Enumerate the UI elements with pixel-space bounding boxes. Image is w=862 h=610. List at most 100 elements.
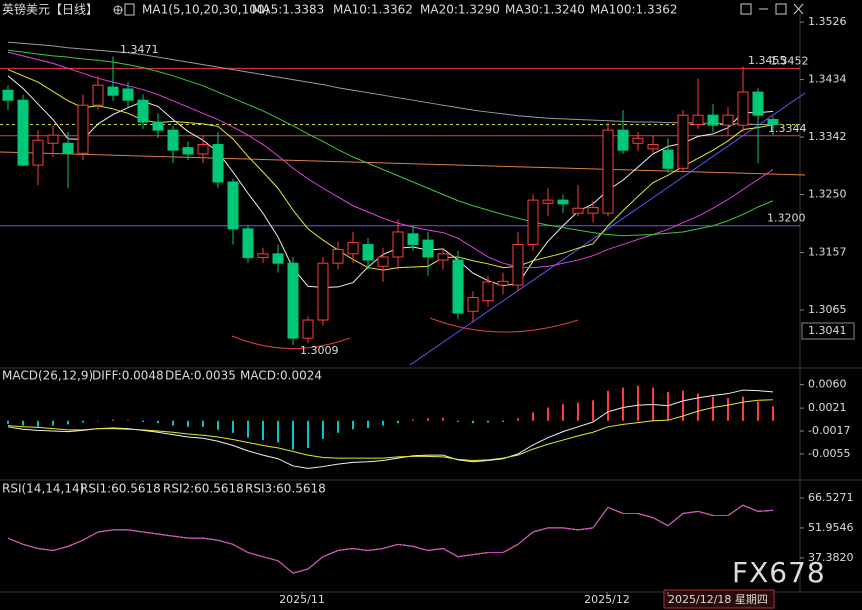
level-label: 1.3200 (767, 212, 806, 225)
macd-bar (97, 420, 99, 422)
legend-entry: MA20:1.3290 (420, 3, 500, 17)
candle-body (407, 233, 419, 245)
candle-body (332, 248, 344, 264)
ma-line (7, 41, 773, 126)
trend-line (0, 151, 806, 176)
y-tick-label: 1.3157 (808, 246, 847, 259)
macd-bar (517, 418, 519, 421)
macd-bar (757, 401, 759, 421)
candle-body (647, 144, 659, 150)
macd-bar (142, 420, 144, 422)
macd-line (7, 399, 774, 462)
cursor-label: 1.3041 (808, 324, 847, 337)
macd-bar (487, 420, 489, 423)
candle-body (167, 129, 179, 151)
x-tick-label: 2025/11 (279, 593, 325, 606)
y-tick-label: 0.0021 (808, 401, 847, 414)
macd-bar (232, 420, 234, 433)
macd-bar (562, 403, 564, 421)
indicator-icon[interactable] (124, 3, 135, 16)
candle-body (62, 142, 74, 154)
y-tick-label: 0.0060 (808, 378, 847, 391)
legend-entry: MA10:1.3362 (333, 3, 413, 17)
candle-body (152, 121, 164, 131)
macd-bar (607, 390, 609, 421)
candle-body (677, 114, 689, 169)
candle-body (122, 88, 134, 101)
arc-mark (231, 335, 351, 349)
cursor-box (801, 322, 855, 340)
candle-body (182, 147, 194, 155)
candle-body (137, 99, 149, 123)
macd-bar (277, 420, 279, 443)
legend-entry: DIFF:0.0048 (92, 369, 164, 383)
macd-bar (442, 417, 444, 421)
legend-entry: RSI1:60.5618 (80, 482, 161, 496)
y-tick-label: -0.0055 (808, 447, 850, 460)
macd-bar (322, 420, 324, 439)
maximize-button[interactable] (775, 3, 787, 15)
macd-bar (127, 420, 129, 421)
candle-body (602, 129, 614, 214)
watermark: FX678 (732, 556, 826, 589)
macd-bar (157, 420, 159, 424)
legend-entry: DEA:0.0035 (165, 369, 236, 383)
candle-body (32, 139, 44, 166)
candle-body (722, 114, 734, 126)
macd-bar (592, 400, 594, 421)
candle-body (527, 199, 539, 245)
candle-body (47, 134, 59, 144)
macd-bar (742, 396, 744, 421)
y-tick-label: 1.3434 (808, 73, 847, 86)
level-label: 1.3452 (770, 54, 809, 67)
candle-body (347, 242, 359, 255)
candle-body (572, 207, 584, 214)
settings-button[interactable] (740, 3, 752, 15)
macd-bar (352, 420, 354, 430)
legend-entry: MA100:1.3362 (590, 3, 678, 17)
macd-bar (172, 420, 174, 426)
window-controls (740, 3, 804, 15)
ma-line (7, 49, 774, 237)
legend-entry: RSI3:60.5618 (245, 482, 326, 496)
y-tick-label: 37.3820 (808, 551, 854, 564)
candle-body (767, 119, 779, 126)
candle-body (392, 231, 404, 258)
legend-entry: MACD:0.0024 (240, 369, 322, 383)
x-tick-label: 2025/12/18 星期四 (668, 593, 768, 606)
candle-body (257, 253, 269, 259)
y-tick-label: 1.3526 (808, 15, 847, 28)
macd-bar (67, 420, 69, 425)
ma-line (7, 51, 774, 269)
candle-body (587, 207, 599, 214)
candle-body (92, 84, 104, 106)
candle-body (287, 262, 299, 339)
macd-bar (727, 397, 729, 421)
annotation: 1.3455 (748, 54, 787, 67)
candle-body (542, 199, 554, 204)
macd-bar (532, 412, 534, 421)
macd-bar (202, 420, 204, 427)
y-tick-label: 1.3250 (808, 187, 847, 200)
candle-body (557, 199, 569, 205)
macd-bar (22, 420, 24, 426)
y-tick-label: 1.3342 (808, 130, 847, 143)
macd-bar (337, 420, 339, 433)
annotation: 1.3009 (300, 344, 339, 357)
macd-bar (382, 420, 384, 426)
y-tick-label: 1.3065 (808, 303, 847, 316)
macd-bar (217, 420, 219, 430)
cursor-date-box (663, 589, 775, 609)
candle-body (437, 253, 449, 261)
ma-line (7, 75, 774, 289)
macd-bar (82, 420, 84, 423)
candle-body (77, 104, 89, 154)
candle-body (242, 228, 254, 259)
panel-title: 英镑美元【日线】 (2, 2, 98, 17)
candle-body (482, 281, 494, 302)
candle-body (737, 91, 749, 126)
close-button (793, 3, 804, 15)
macd-bar (247, 420, 249, 438)
candle-body (662, 149, 674, 169)
macd-bar (37, 420, 39, 427)
